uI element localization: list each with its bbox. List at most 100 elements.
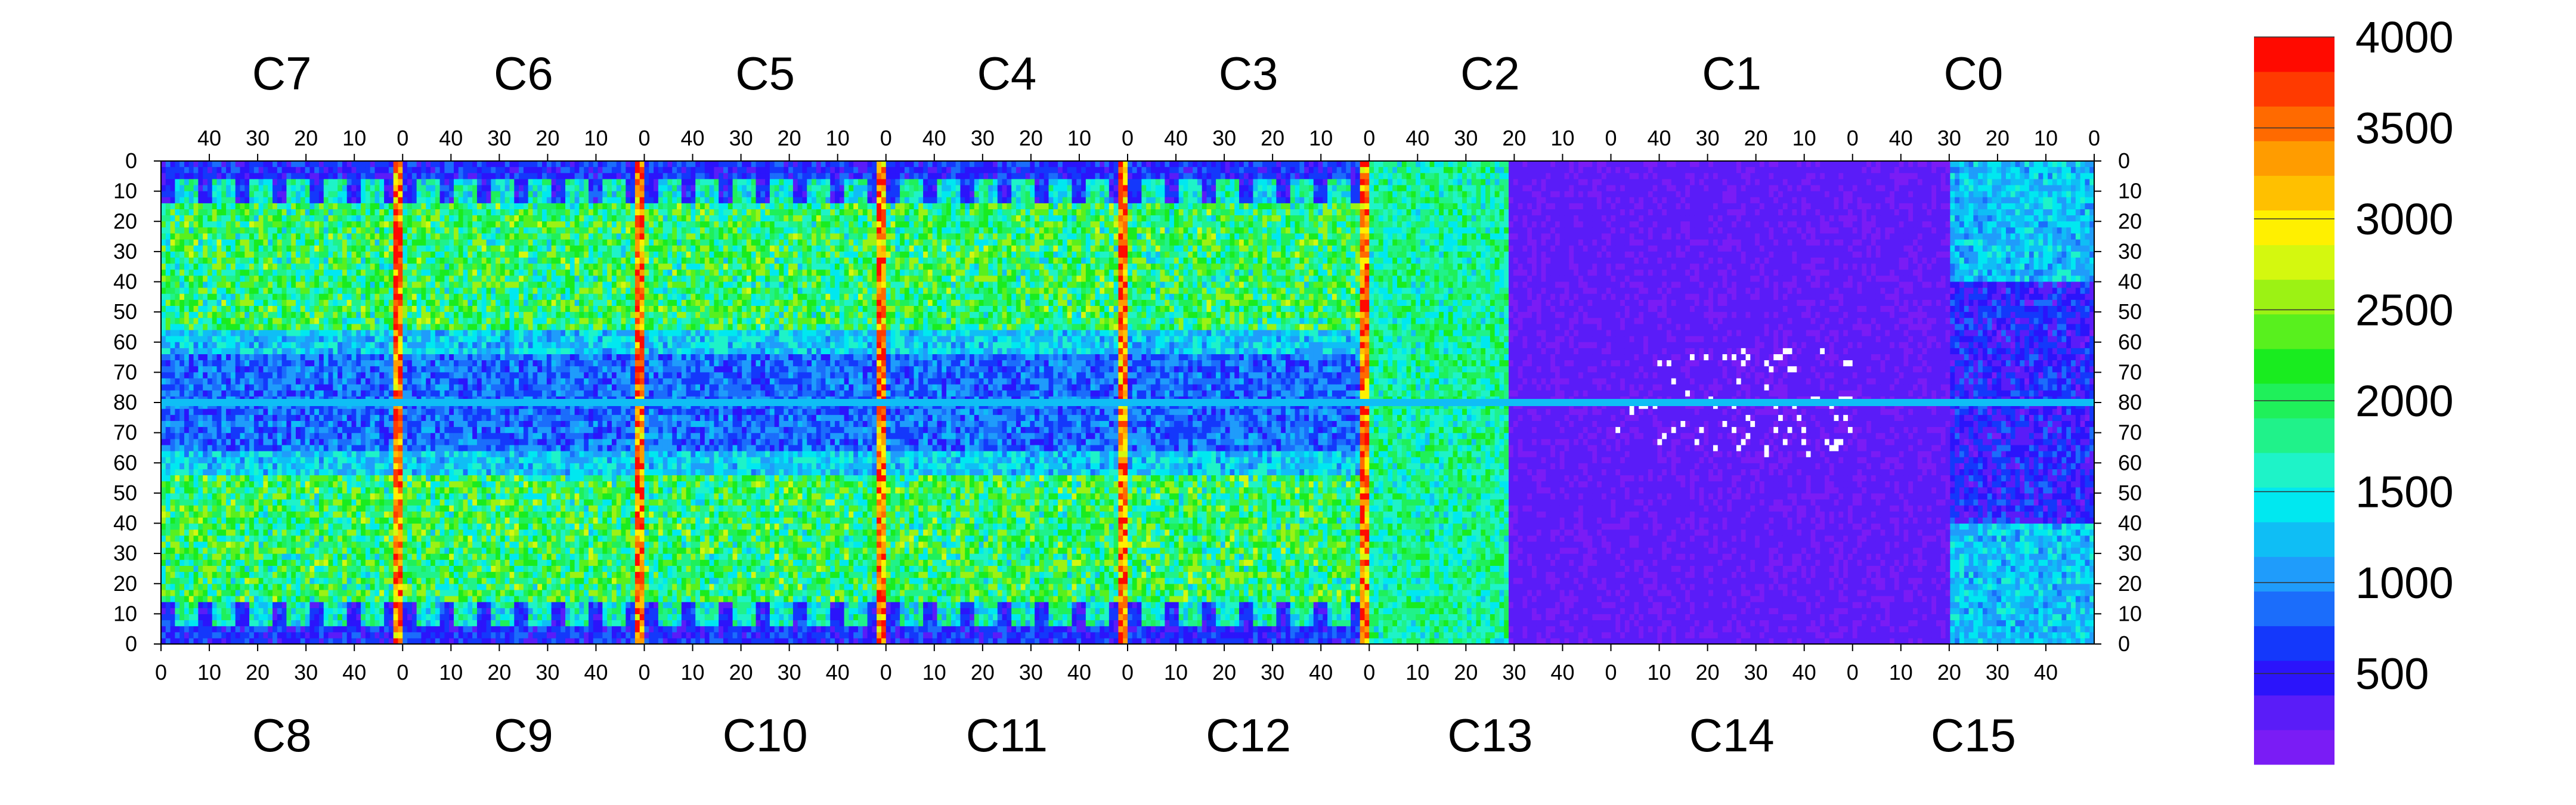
heatmap-cell [277,293,283,301]
heatmap-cell [314,233,320,240]
heatmap-cell [398,336,403,343]
heatmap-cell [407,342,413,349]
heatmap-cell [431,203,436,210]
heatmap-cell [542,384,547,391]
heatmap-cell [681,185,687,192]
heatmap-cell [546,348,552,355]
heatmap-cell [179,173,185,179]
heatmap-cell [379,293,385,301]
heatmap-cell [491,179,496,186]
heatmap-cell [532,221,538,228]
heatmap-cell [532,342,538,349]
heatmap-cell [356,360,361,367]
heatmap-cell [602,324,608,331]
heatmap-cell [240,245,245,252]
heatmap-cell [551,270,557,276]
heatmap-cell [240,221,245,228]
heatmap-cell [240,209,245,216]
heatmap-cell [723,306,729,312]
heatmap-cell [370,281,376,289]
heatmap-cell [649,239,654,246]
heatmap-cell [667,167,673,174]
heatmap-cell [662,197,668,204]
heatmap-cell [161,239,166,246]
heatmap-cell [574,384,580,391]
heatmap-cell [709,275,714,283]
heatmap-cell [597,185,603,192]
heatmap-cell [235,209,241,216]
heatmap-cell [449,293,454,301]
heatmap-cell [574,233,580,240]
heatmap-cell [691,215,696,222]
heatmap-cell [453,173,459,179]
heatmap-cell [379,372,385,379]
heatmap-cell [588,384,594,391]
heatmap-cell [528,185,534,192]
heatmap-cell [509,390,515,397]
heatmap-cell [519,372,524,379]
heatmap-cell [342,306,348,312]
heatmap-cell [379,251,385,258]
heatmap-cell [588,360,594,367]
heatmap-cell [630,264,636,270]
heatmap-cell [258,191,264,198]
heatmap-cell [291,354,296,361]
heatmap-cell [268,227,273,234]
heatmap-cell [411,233,417,240]
heatmap-cell [453,372,459,379]
heatmap-cell [244,293,250,301]
heatmap-cell [291,221,296,228]
heatmap-cell [514,251,519,258]
heatmap-cell [504,318,510,324]
heatmap-cell [388,318,394,324]
heatmap-cell [300,318,306,324]
heatmap-cell [435,306,441,312]
heatmap-cell [537,372,543,379]
heatmap-cell [318,245,324,252]
heatmap-cell [691,330,696,337]
heatmap-cell [626,233,631,240]
heatmap-cell [402,312,408,318]
heatmap-cell [170,348,175,355]
heatmap-cell [416,221,422,228]
heatmap-cell [426,275,431,283]
heatmap-cell [686,306,692,312]
heatmap-cell [602,312,608,318]
heatmap-cell [634,221,640,228]
heatmap-cell [449,221,454,228]
heatmap-cell [714,336,719,343]
heatmap-cell [212,342,218,349]
heatmap-cell [402,360,408,367]
heatmap-cell [318,318,324,324]
heatmap-cell [597,270,603,276]
heatmap-cell [230,318,236,324]
heatmap-cell [481,318,487,324]
heatmap-cell [431,251,436,258]
heatmap-cell [481,270,487,276]
heatmap-cell [727,239,733,246]
heatmap-cell [361,372,366,379]
heatmap-cell [561,372,566,379]
heatmap-cell [486,324,491,331]
heatmap-cell [398,191,403,198]
heatmap-cell [179,239,185,246]
heatmap-cell [556,239,561,246]
heatmap-cell [504,239,510,246]
heatmap-cell [416,191,422,198]
heatmap-cell [286,384,292,391]
heatmap-cell [709,239,714,246]
heatmap-cell [365,293,371,301]
heatmap-cell [273,179,278,186]
heatmap-cell [235,239,241,246]
heatmap-cell [588,245,594,252]
heatmap-cell [333,360,338,367]
heatmap-cell [500,281,506,289]
heatmap-cell [714,378,719,385]
heatmap-cell [300,348,306,355]
heatmap-cell [179,336,185,343]
heatmap-cell [244,287,250,295]
heatmap-cell [496,312,501,318]
heatmap-cell [579,258,584,264]
heatmap-cell [569,270,575,276]
heatmap-cell [695,167,701,174]
